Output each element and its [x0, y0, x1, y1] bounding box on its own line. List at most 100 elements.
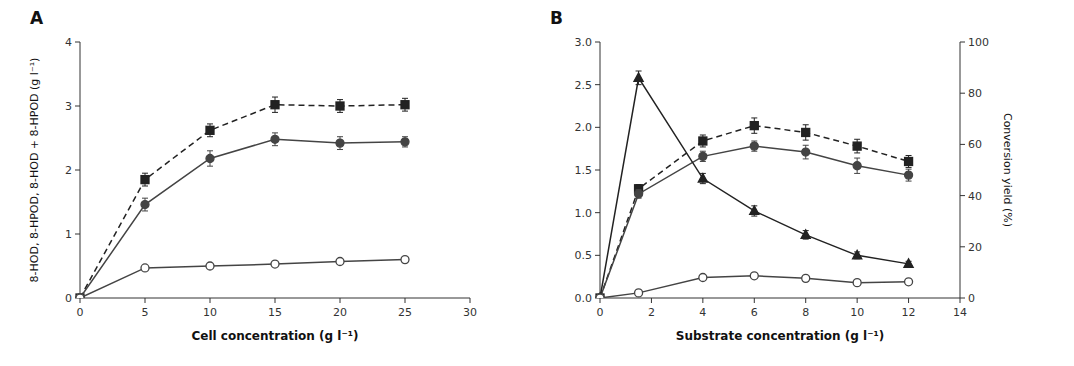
y2-axis-line	[960, 42, 961, 298]
y-tick-label: 2	[65, 164, 72, 177]
x-tick-label: 4	[699, 306, 706, 319]
marker	[141, 264, 149, 272]
marker	[206, 126, 214, 134]
marker	[802, 148, 810, 156]
error-bar	[906, 169, 912, 181]
marker	[750, 142, 758, 150]
error-bar	[906, 155, 912, 167]
y2-tick	[960, 246, 965, 247]
marker	[271, 135, 279, 143]
error-bar	[337, 137, 343, 150]
x-tick-label: 14	[953, 306, 967, 319]
plot-area	[76, 97, 409, 298]
marker	[853, 162, 861, 170]
series	[595, 71, 913, 298]
error-cap	[337, 99, 343, 100]
error-cap	[142, 186, 148, 187]
y2-tick	[960, 298, 965, 299]
y-tick	[595, 255, 600, 256]
marker	[699, 274, 707, 282]
x-tick-label: 20	[333, 306, 347, 319]
error-cap	[207, 166, 213, 167]
marker	[141, 176, 149, 184]
marker	[750, 122, 758, 130]
error-cap	[751, 117, 757, 118]
series-line	[80, 260, 405, 298]
y2-tick	[960, 42, 965, 43]
marker	[853, 142, 861, 150]
y2-tick	[960, 93, 965, 94]
marker	[596, 294, 604, 298]
marker	[635, 190, 643, 198]
series	[76, 133, 409, 298]
x-tick	[960, 298, 961, 303]
error-cap	[906, 181, 912, 182]
error-cap	[142, 210, 148, 211]
marker	[905, 278, 913, 286]
error-bar	[854, 139, 860, 153]
error-bar	[272, 97, 278, 112]
error-cap	[751, 151, 757, 152]
error-cap	[854, 173, 860, 174]
y-axis-label: 8-HOD, 8-HPOD, 8-HOD + 8-HPOD (g l⁻¹)	[28, 58, 41, 283]
x-tick	[908, 298, 909, 303]
series	[596, 141, 913, 298]
y-tick	[75, 170, 80, 171]
y-tick-label: 3	[65, 100, 72, 113]
x-tick	[805, 298, 806, 303]
marker	[750, 272, 758, 280]
series-line	[600, 126, 909, 298]
error-cap	[207, 136, 213, 137]
error-bar	[751, 118, 757, 133]
marker	[699, 152, 707, 160]
series	[76, 97, 409, 298]
marker	[76, 294, 84, 298]
error-bar	[636, 190, 642, 199]
y-tick-label: 1.5	[575, 164, 593, 177]
panel: A05101520253001234Cell concentration (g …	[28, 8, 477, 343]
error-cap	[272, 132, 278, 133]
error-cap	[854, 139, 860, 140]
x-axis-label: Substrate concentration (g l⁻¹)	[676, 329, 884, 343]
error-cap	[803, 140, 809, 141]
marker	[750, 206, 759, 215]
x-tick-label: 30	[463, 306, 477, 319]
error-bar	[207, 151, 213, 166]
error-cap	[272, 145, 278, 146]
x-axis-line	[600, 298, 960, 299]
panel: B024681012140.00.51.01.52.02.53.00204060…	[550, 8, 1014, 343]
x-tick	[80, 298, 81, 303]
error-cap	[142, 173, 148, 174]
marker	[271, 260, 279, 268]
x-tick-label: 0	[597, 306, 604, 319]
x-tick-label: 12	[902, 306, 916, 319]
series	[76, 256, 409, 298]
error-bar	[803, 145, 809, 159]
error-bar	[402, 137, 408, 147]
y-tick-label: 0.0	[575, 292, 593, 305]
x-tick	[651, 298, 652, 303]
error-cap	[636, 71, 642, 72]
error-cap	[751, 140, 757, 141]
marker	[596, 294, 604, 298]
error-bar	[700, 135, 706, 147]
y-tick-label: 2.5	[575, 79, 593, 92]
series-line	[600, 78, 909, 298]
error-bar	[142, 198, 148, 211]
x-tick-label: 25	[398, 306, 412, 319]
x-tick	[470, 298, 471, 303]
marker	[905, 171, 913, 179]
marker	[904, 259, 913, 268]
error-cap	[803, 158, 809, 159]
error-cap	[337, 149, 343, 150]
error-cap	[207, 150, 213, 151]
error-cap	[803, 145, 809, 146]
x-tick-label: 10	[203, 306, 217, 319]
marker	[401, 256, 409, 264]
x-tick-label: 6	[751, 306, 758, 319]
error-cap	[906, 167, 912, 168]
y2-tick	[960, 195, 965, 196]
error-cap	[854, 158, 860, 159]
x-tick	[600, 298, 601, 303]
error-bar	[803, 125, 809, 140]
